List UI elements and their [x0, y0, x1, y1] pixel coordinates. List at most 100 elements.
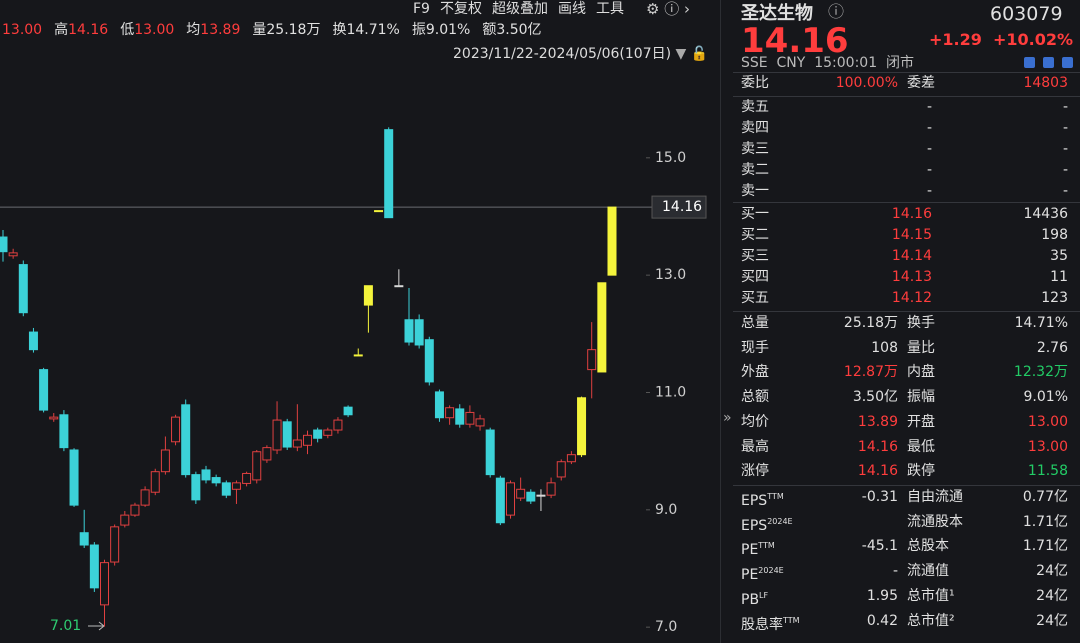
book-volume: -: [1062, 99, 1068, 115]
date-range[interactable]: 2023/11/22-2024/05/06(107日) ▼ 🔓: [453, 46, 709, 62]
quote-item: 低13.00: [120, 21, 174, 39]
quote-value: 14.71%: [346, 22, 400, 38]
book-volume: -: [1062, 141, 1068, 157]
candle-body: [181, 404, 191, 476]
fund-label-sup: TTM: [783, 615, 800, 625]
candle-body: [424, 339, 434, 383]
book-price: -: [926, 183, 932, 199]
book-price: 14.14: [891, 248, 932, 264]
stat-value: 9.01%: [1023, 389, 1068, 406]
candle-body: [69, 449, 79, 506]
quote-label: 均: [186, 22, 201, 38]
toolbar-item[interactable]: 画线: [557, 1, 586, 17]
book-volume: -: [1062, 162, 1068, 178]
stat-value: 14.16: [857, 463, 898, 480]
book-price: 14.16: [891, 206, 932, 222]
candle-body: [18, 264, 28, 314]
fund-label-text: PB: [741, 591, 760, 608]
candle-body: [231, 482, 241, 490]
quote-label: 低: [120, 22, 135, 38]
market-meta: SSE CNY 15:00:01 闭市: [741, 55, 914, 71]
quote-label: 量: [252, 22, 267, 38]
candle-body: [39, 369, 49, 411]
candle-body: [414, 319, 424, 346]
fund-label-sup: TTM: [767, 492, 784, 501]
stat-label: 振幅: [907, 389, 935, 406]
stock-code: 603079: [990, 3, 1063, 25]
stat-value: 12.32万: [1013, 364, 1068, 381]
toolbar-icons[interactable]: ⚙ ⓘ ›: [646, 0, 690, 18]
book-volume: 35: [1050, 248, 1068, 264]
candle-body: [120, 514, 130, 526]
stat-value: 14.16: [857, 438, 898, 455]
book-label: 买四: [741, 269, 769, 285]
candle-body: [343, 406, 353, 416]
candle-body: [465, 411, 475, 425]
fund-value: 1.71亿: [1022, 538, 1068, 555]
row-value: 100.00%: [835, 75, 898, 91]
stat-label: 总额: [741, 389, 769, 406]
book-label: 买二: [741, 227, 769, 243]
stat-label: 总量: [741, 315, 769, 331]
separator: [733, 311, 1080, 312]
candle-body: [434, 391, 444, 419]
fund-label-text: EPS: [741, 493, 768, 509]
book-price: -: [926, 120, 932, 136]
candle-body: [79, 532, 89, 546]
stat-value: 25.18万: [843, 315, 898, 331]
fund-value: -0.31: [861, 489, 898, 505]
row-label: 委比: [741, 75, 769, 91]
quote-label: 振: [411, 22, 426, 38]
fund-label: 总市值²: [907, 612, 955, 629]
candle-body: [292, 439, 302, 448]
separator: [733, 202, 1080, 203]
candle-body: [526, 491, 536, 502]
row-value: 14803: [1023, 75, 1068, 91]
quote-bar: 13.00 高14.16 低13.00 均13.89 量25.18万 换14.71% 振9.…: [2, 21, 542, 39]
book-price: -: [926, 99, 932, 115]
book-volume: 11: [1050, 269, 1068, 285]
fund-label: 股息率TTM: [741, 612, 800, 634]
fund-label-text: PE: [741, 542, 759, 559]
toolbar-item[interactable]: 工具: [595, 1, 624, 17]
candle-body: [353, 354, 363, 357]
fund-label: 流通股本: [907, 513, 963, 530]
stat-label: 最低: [907, 438, 935, 455]
candle-body: [404, 319, 414, 343]
stat-value: 13.89: [857, 413, 898, 430]
candle-body: [323, 429, 333, 436]
quote-item: 量25.18万: [252, 21, 320, 39]
fund-value: 24亿: [1036, 612, 1068, 629]
fund-value: 0.42: [866, 612, 898, 629]
book-volume: -: [1062, 120, 1068, 136]
candle-body: [252, 451, 262, 481]
book-price: -: [926, 141, 932, 157]
kline-chart: 7.01 15.0 13.0 11.0 9.0 7.0 14.16: [0, 127, 707, 635]
fund-label: 自由流通: [907, 489, 963, 505]
candle-body: [384, 129, 394, 219]
change: +1.29: [929, 30, 982, 49]
last-price: 14.16: [741, 21, 849, 61]
low-annotation: 7.01: [50, 618, 81, 634]
stat-label: 现手: [741, 339, 769, 356]
row-label: 委差: [907, 75, 935, 91]
fund-value: -: [892, 563, 898, 580]
candle-body: [150, 471, 160, 493]
candle-body: [201, 469, 211, 481]
toolbar-item[interactable]: 超级叠加: [491, 1, 548, 17]
quote-item: 换14.71%: [332, 21, 399, 39]
toolbar-item[interactable]: F9: [413, 1, 430, 17]
toolbar-item[interactable]: 不复权: [439, 1, 482, 17]
candle-body: [272, 419, 282, 451]
candle-body: [100, 562, 109, 606]
candle-body: [597, 282, 607, 373]
fund-label-text: EPS: [741, 517, 768, 534]
stat-value: 2.76: [1036, 339, 1068, 356]
quote-label: 换: [332, 22, 347, 38]
toolbar: F9 不复权 超级叠加 画线 工具: [413, 0, 624, 18]
fund-value: -45.1: [861, 538, 898, 555]
collapse-toggle[interactable]: »: [723, 410, 732, 426]
candle-body: [577, 397, 587, 456]
book-label: 买五: [741, 290, 769, 306]
quote-item: 13.00: [2, 21, 42, 39]
